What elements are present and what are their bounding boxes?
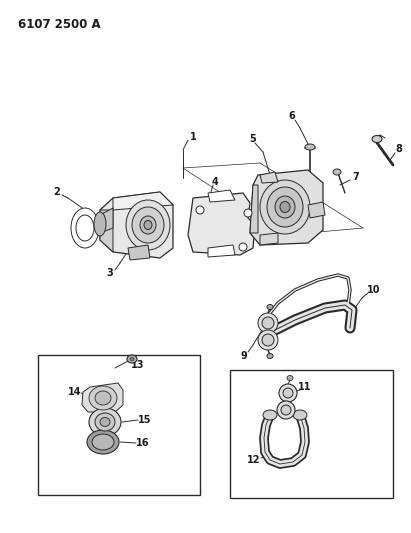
Bar <box>230 370 393 498</box>
Ellipse shape <box>94 212 106 236</box>
Polygon shape <box>208 190 235 202</box>
Ellipse shape <box>87 430 119 454</box>
Ellipse shape <box>132 207 164 243</box>
Ellipse shape <box>283 388 293 398</box>
Polygon shape <box>208 245 235 257</box>
Text: 7: 7 <box>353 172 359 182</box>
Polygon shape <box>100 192 173 258</box>
Polygon shape <box>308 202 325 218</box>
Ellipse shape <box>277 401 295 419</box>
Ellipse shape <box>130 358 134 360</box>
Polygon shape <box>128 245 150 260</box>
Polygon shape <box>260 172 278 183</box>
Ellipse shape <box>260 180 310 234</box>
Ellipse shape <box>333 169 341 175</box>
Polygon shape <box>100 210 113 252</box>
Ellipse shape <box>275 196 295 218</box>
Ellipse shape <box>267 304 273 310</box>
Ellipse shape <box>196 206 204 214</box>
Polygon shape <box>260 233 278 245</box>
Bar <box>38 355 200 495</box>
Ellipse shape <box>267 187 303 227</box>
Polygon shape <box>113 192 173 210</box>
Text: 12: 12 <box>247 455 261 465</box>
Ellipse shape <box>280 201 290 213</box>
Ellipse shape <box>71 208 99 248</box>
Ellipse shape <box>305 144 315 150</box>
Ellipse shape <box>258 330 278 350</box>
Text: 9: 9 <box>240 351 247 361</box>
Polygon shape <box>100 208 113 233</box>
Text: 6: 6 <box>289 111 296 121</box>
Text: 8: 8 <box>395 144 402 154</box>
Ellipse shape <box>372 135 382 142</box>
Text: 16: 16 <box>136 438 150 448</box>
Text: 4: 4 <box>212 177 218 187</box>
Text: 5: 5 <box>249 134 256 144</box>
Ellipse shape <box>144 221 152 230</box>
Ellipse shape <box>262 334 274 346</box>
Polygon shape <box>250 185 258 233</box>
Ellipse shape <box>244 209 252 217</box>
Text: 6107 2500 A: 6107 2500 A <box>18 18 101 31</box>
Text: 15: 15 <box>138 415 152 425</box>
Text: 10: 10 <box>367 285 381 295</box>
Polygon shape <box>82 383 123 412</box>
Ellipse shape <box>92 434 114 450</box>
Ellipse shape <box>287 376 293 381</box>
Ellipse shape <box>140 216 156 234</box>
Ellipse shape <box>263 410 277 420</box>
Ellipse shape <box>258 313 278 333</box>
Text: 14: 14 <box>68 387 82 397</box>
Text: 11: 11 <box>298 382 312 392</box>
Ellipse shape <box>95 413 115 431</box>
Text: 13: 13 <box>131 360 145 370</box>
Ellipse shape <box>239 243 247 251</box>
Ellipse shape <box>95 391 111 405</box>
Polygon shape <box>250 170 323 245</box>
Ellipse shape <box>267 353 273 359</box>
Text: 1: 1 <box>189 132 196 142</box>
Ellipse shape <box>127 355 137 363</box>
Ellipse shape <box>76 215 94 241</box>
Text: 3: 3 <box>106 268 113 278</box>
Ellipse shape <box>262 317 274 329</box>
Ellipse shape <box>281 405 291 415</box>
Text: 2: 2 <box>53 187 60 197</box>
Ellipse shape <box>279 384 297 402</box>
Polygon shape <box>188 193 255 255</box>
Ellipse shape <box>100 417 110 426</box>
Ellipse shape <box>293 410 307 420</box>
Ellipse shape <box>126 200 170 250</box>
Ellipse shape <box>89 386 117 410</box>
Ellipse shape <box>89 408 121 436</box>
